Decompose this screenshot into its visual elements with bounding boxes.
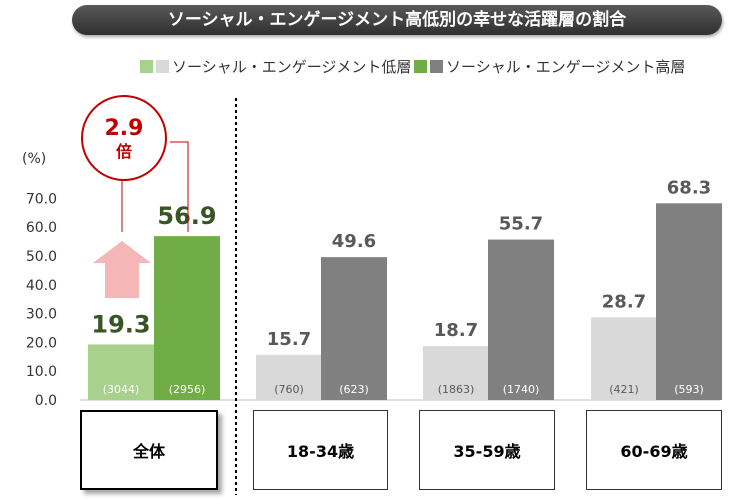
legend-swatch-high-total	[414, 60, 427, 73]
legend-swatch-low-age	[156, 60, 169, 73]
bar-high-1	[321, 257, 387, 400]
category-box-18-34: 18-34歳	[253, 410, 388, 490]
sample-size-label: (1740)	[503, 383, 540, 396]
value-label: 56.9	[157, 202, 216, 230]
sample-size-label: (593)	[674, 383, 704, 396]
value-label: 19.3	[91, 310, 150, 338]
ratio-unit: 倍	[116, 142, 132, 161]
y-axis-unit: (%)	[22, 151, 46, 167]
bar-low-2	[423, 346, 489, 400]
legend-item-low: ソーシャル・エンゲージメント低層	[140, 56, 411, 77]
sample-size-label: (2956)	[169, 383, 206, 396]
y-tick-label: 40.0	[26, 278, 57, 294]
legend-label-low: ソーシャル・エンゲージメント低層	[172, 58, 412, 76]
ratio-value: 2.9	[105, 116, 144, 141]
bar-low-3	[591, 317, 657, 400]
value-label: 28.7	[602, 291, 646, 312]
up-arrow	[93, 241, 151, 298]
ratio-circle	[81, 95, 167, 181]
bars-group: 19.3 (3044) 56.9 (2956) 15.7 (760) 49.6 (623) 18…	[88, 177, 722, 400]
sample-size-label: (3044)	[103, 383, 140, 396]
value-label: 18.7	[434, 320, 478, 341]
bar-low-1	[256, 354, 322, 400]
category-box-total: 全体	[80, 410, 218, 490]
y-tick-label: 10.0	[26, 364, 57, 380]
value-label: 49.6	[332, 231, 376, 252]
bar-high-3	[656, 203, 722, 400]
y-tick-label: 60.0	[26, 220, 57, 236]
bar-high-0	[154, 236, 220, 400]
y-tick-label: 50.0	[26, 249, 57, 265]
bar-low-0	[88, 344, 154, 400]
legend-label-high: ソーシャル・エンゲージメント高層	[446, 58, 686, 76]
legend-swatch-high-age	[430, 60, 443, 73]
y-tick-label: 70.0	[26, 191, 57, 207]
value-label: 55.7	[499, 214, 543, 235]
sample-size-label: (623)	[339, 383, 369, 396]
value-label: 68.3	[667, 177, 711, 198]
category-box-60-69: 60-69歳	[586, 410, 722, 490]
y-tick-label: 20.0	[26, 335, 57, 351]
sample-size-label: (421)	[609, 383, 639, 396]
value-label: 15.7	[267, 329, 311, 350]
sample-size-label: (760)	[274, 383, 304, 396]
category-box-35-59: 35-59歳	[419, 410, 555, 490]
chart-title: ソーシャル・エンゲージメント高低別の幸せな活躍層の割合	[72, 5, 722, 35]
legend-swatch-low-total	[140, 60, 153, 73]
sample-size-label: (1863)	[438, 383, 475, 396]
y-tick-label: 0.0	[35, 393, 57, 409]
legend-item-high: ソーシャル・エンゲージメント高層	[414, 56, 685, 77]
y-tick-label: 30.0	[26, 307, 57, 323]
connector-line-right	[170, 141, 189, 232]
ratio-annotation: 2.9 倍	[81, 95, 189, 298]
y-axis-ticks: 70.0 60.0 50.0 40.0 30.0 20.0 10.0 0.0	[26, 191, 57, 409]
bar-high-2	[488, 239, 554, 400]
